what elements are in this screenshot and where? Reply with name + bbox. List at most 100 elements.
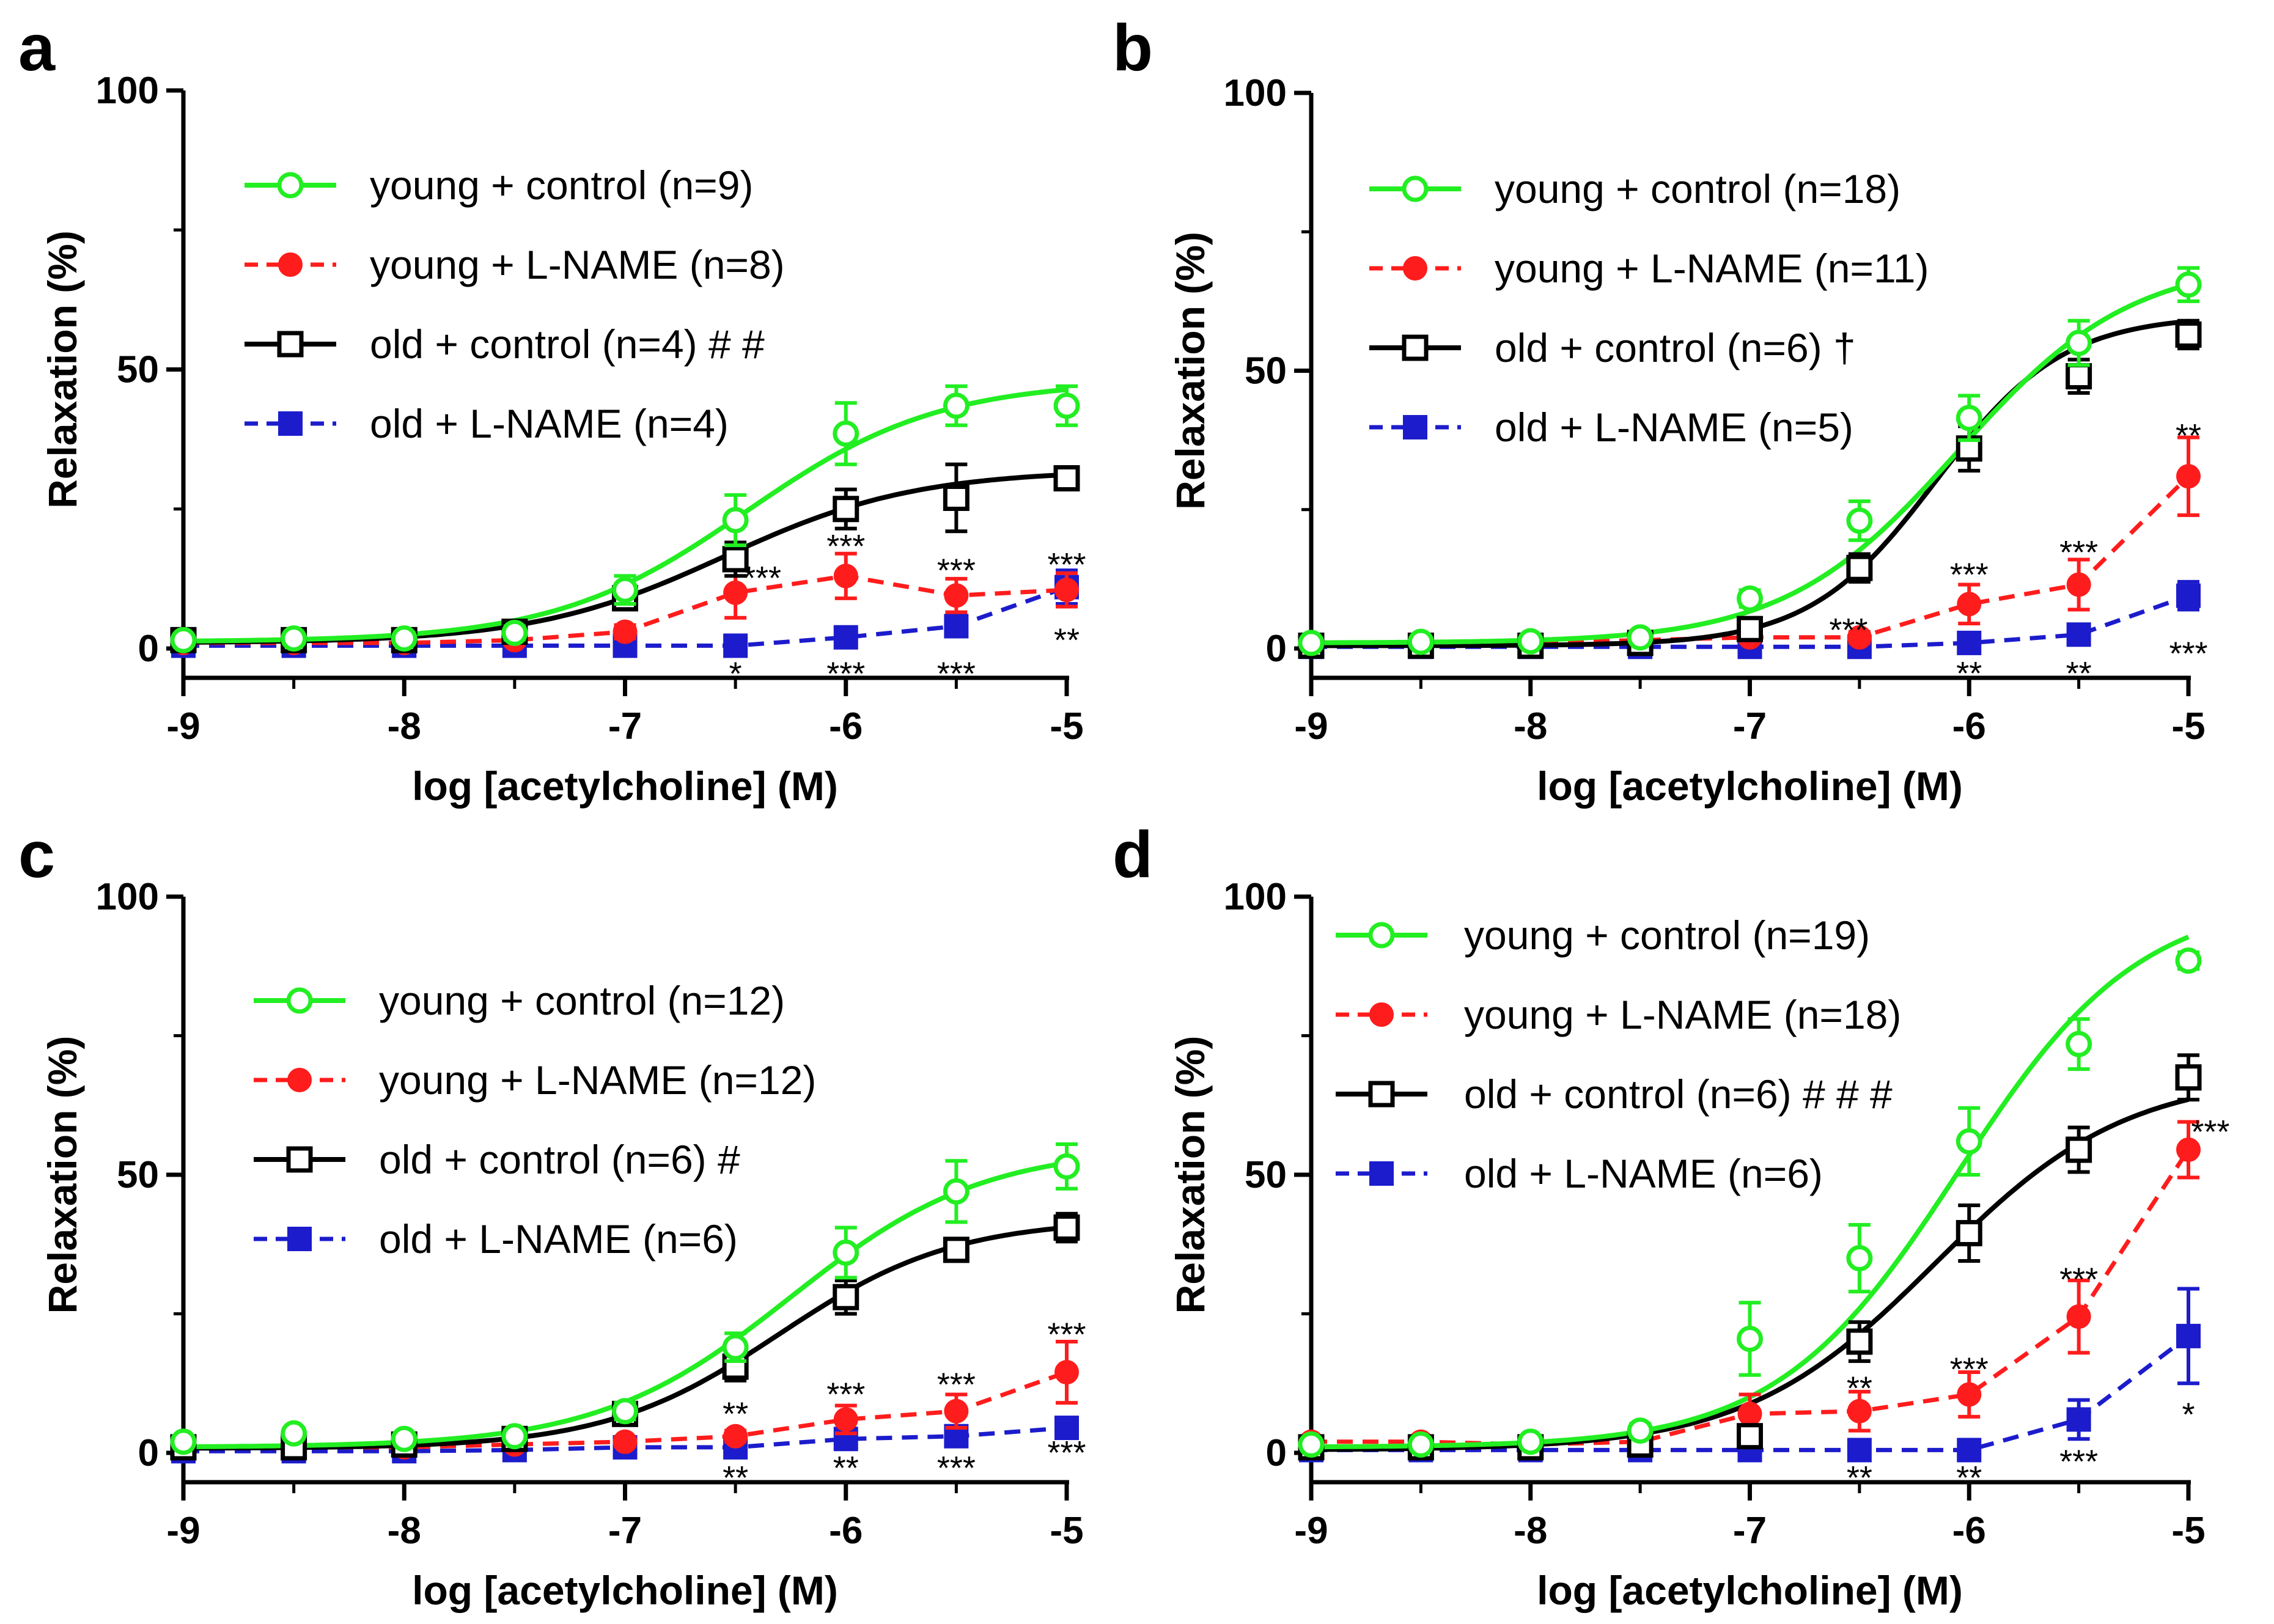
significance-label: ** xyxy=(2066,655,2092,692)
significance-label: *** xyxy=(743,560,781,597)
data-point xyxy=(1847,1438,1872,1463)
data-point xyxy=(1737,1423,1763,1450)
significance-label: *** xyxy=(2059,534,2098,571)
x-tick-label: -7 xyxy=(608,705,642,748)
legend-marker xyxy=(287,1068,312,1092)
data-point xyxy=(1957,630,1982,655)
x-tick-label: -6 xyxy=(1952,705,1986,748)
series-points-0 xyxy=(1298,266,2202,656)
significance-label: *** xyxy=(937,655,976,692)
data-point xyxy=(2176,1137,2201,1163)
legend-item: young + control (n=12) xyxy=(254,978,785,1023)
data-point xyxy=(722,546,749,573)
data-point xyxy=(723,1424,748,1449)
x-tick-label: -9 xyxy=(166,1510,200,1552)
data-point xyxy=(612,1398,638,1425)
y-tick-label: 0 xyxy=(138,1432,159,1474)
significance-label: ** xyxy=(1847,1460,1872,1496)
significance-label: ** xyxy=(1847,1370,1872,1407)
legend-marker xyxy=(1403,415,1427,439)
legend-label: old + L-NAME (n=6) xyxy=(379,1216,738,1262)
panel-c: c 0 50 100 -9 -8 -7 -6 -5 log [acetylcholine] (M)… xyxy=(18,817,1086,1613)
y-axis-title: Relaxation (%) xyxy=(40,230,85,509)
y-tick-label: 100 xyxy=(1224,72,1287,114)
legend: young + control (n=18) young + L-NAME (n=… xyxy=(1369,166,1929,450)
legend-item: old + L-NAME (n=6) xyxy=(254,1216,738,1262)
legend-marker xyxy=(1368,1081,1395,1108)
legend-item: young + control (n=19) xyxy=(1336,913,1870,958)
y-tick-label: 100 xyxy=(1224,876,1287,918)
data-point xyxy=(1054,578,1079,603)
x-tick-label: -6 xyxy=(829,1510,863,1552)
legend-marker xyxy=(287,1227,312,1251)
significance-label: *** xyxy=(937,1450,976,1486)
legend-label: old + control (n=6) # # # xyxy=(1464,1071,1893,1117)
data-point xyxy=(1053,392,1080,419)
data-point xyxy=(833,564,858,589)
data-point xyxy=(281,1420,307,1447)
data-point xyxy=(943,1178,970,1205)
data-point xyxy=(833,625,858,650)
x-axis-title: log [acetylcholine] (M) xyxy=(1537,1568,1963,1613)
data-point xyxy=(1957,1382,1982,1407)
significance-label: *** xyxy=(937,552,976,589)
y-tick-label: 0 xyxy=(1266,1432,1287,1474)
data-point xyxy=(2176,583,2201,608)
legend-item: old + L-NAME (n=5) xyxy=(1369,405,1853,450)
legend-marker xyxy=(277,172,304,199)
data-point xyxy=(2176,464,2201,489)
legend-item: old + L-NAME (n=6) xyxy=(1336,1151,1823,1196)
y-tick-label: 100 xyxy=(96,70,159,112)
panel-d: d 0 50 100 -9 -8 -7 -6 -5 log [acetylcholine] (M)… xyxy=(1113,817,2229,1613)
x-tick-label: -7 xyxy=(1733,1510,1767,1552)
x-axis-title: log [acetylcholine] (M) xyxy=(412,763,838,809)
data-point xyxy=(1053,465,1080,492)
data-point xyxy=(1054,1416,1079,1441)
legend-label: old + control (n=6) # xyxy=(379,1137,740,1182)
y-tick-label: 50 xyxy=(1245,350,1287,392)
legend-label: young + control (n=9) xyxy=(370,163,753,208)
x-tick-label: -8 xyxy=(388,1510,421,1552)
legend-marker xyxy=(1368,922,1395,949)
legend-item: young + L-NAME (n=8) xyxy=(245,242,785,287)
data-point xyxy=(1517,1428,1544,1455)
legend-label: young + control (n=19) xyxy=(1464,913,1870,958)
data-point xyxy=(281,625,307,652)
y-tick-label: 100 xyxy=(96,876,159,918)
legend-item: old + control (n=6) # xyxy=(254,1137,740,1182)
data-point xyxy=(722,507,749,534)
data-point xyxy=(1846,1245,1873,1271)
data-point xyxy=(2066,329,2092,356)
data-point xyxy=(170,626,197,653)
legend-marker xyxy=(1403,256,1427,281)
y-axis-title: Relaxation (%) xyxy=(1168,232,1213,510)
significance-label: *** xyxy=(826,528,865,565)
significance-label: ** xyxy=(2176,417,2201,454)
x-tick-label: -8 xyxy=(1514,705,1547,748)
data-point xyxy=(722,1334,749,1361)
data-point xyxy=(1053,1153,1080,1180)
legend-marker xyxy=(286,1146,313,1173)
data-point xyxy=(1737,1402,1762,1427)
data-point xyxy=(2066,622,2091,647)
x-tick-label: -8 xyxy=(388,705,421,748)
data-point xyxy=(501,1423,528,1450)
legend-item: young + L-NAME (n=12) xyxy=(254,1057,816,1103)
panel-letter: c xyxy=(18,817,55,891)
data-point xyxy=(944,583,969,608)
x-tick-label: -9 xyxy=(1294,705,1328,748)
significance-label: *** xyxy=(2059,1444,2098,1480)
data-point xyxy=(1737,615,1763,642)
significance-label: * xyxy=(729,655,742,692)
x-tick-label: -5 xyxy=(1050,705,1083,748)
x-axis-title: log [acetylcholine] (M) xyxy=(1537,763,1963,809)
data-point xyxy=(1298,1431,1325,1458)
panel-letter: a xyxy=(18,10,56,84)
data-point xyxy=(1957,592,1982,617)
panel-letter: b xyxy=(1113,10,1153,84)
x-axis-title: log [acetylcholine] (M) xyxy=(412,1568,838,1613)
legend-item: young + L-NAME (n=18) xyxy=(1336,992,1901,1037)
legend: young + control (n=12) young + L-NAME (n=… xyxy=(254,978,816,1262)
data-point xyxy=(391,625,418,652)
